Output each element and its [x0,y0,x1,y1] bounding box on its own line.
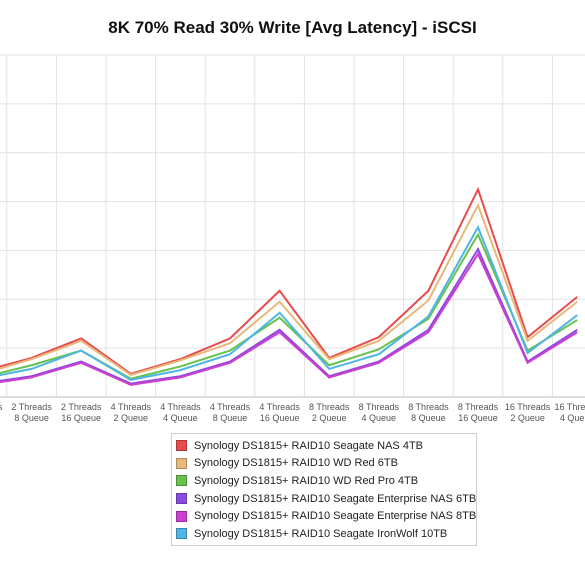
legend-label: Synology DS1815+ RAID10 Seagate Enterpri… [194,510,477,523]
x-tick-label: 4 Threads 16 Queue [259,402,300,423]
legend-label: Synology DS1815+ RAID10 WD Red Pro 4TB [194,474,419,487]
x-tick-label: 4 Threads 4 Queue [160,402,201,423]
x-tick-label: 8 Threads 2 Queue [309,402,350,423]
legend-swatch [176,510,187,522]
legend-label: Synology DS1815+ RAID10 Seagate Enterpri… [194,492,477,505]
legend-item[interactable]: Synology DS1815+ RAID10 Seagate IronWolf… [176,525,476,543]
legend-swatch [176,440,187,452]
legend-item[interactable]: Synology DS1815+ RAID10 WD Red Pro 4TB [176,472,476,490]
legend-swatch [176,457,187,469]
x-tick-label: 2 Threads 8 Queue [11,402,52,423]
series-line [0,202,578,377]
legend-swatch [176,528,187,540]
legend-label: Synology DS1815+ RAID10 Seagate IronWolf… [194,527,448,540]
x-tick-label: 8 Threads 8 Queue [408,402,449,423]
legend-swatch [176,493,187,505]
chart-series [0,186,578,386]
x-tick-label: 8 Threads 4 Queue [359,402,400,423]
series-line [0,247,578,385]
x-tick-label: 2 Threads 16 Queue [61,402,102,423]
x-tick-label: 4 Threads 8 Queue [210,402,251,423]
series-line [0,186,578,375]
legend-item[interactable]: Synology DS1815+ RAID10 Seagate Enterpri… [176,507,476,525]
chart-title: 8K 70% Read 30% Write [Avg Latency] - iS… [108,18,477,37]
series-line [0,232,578,380]
legend-label: Synology DS1815+ RAID10 WD Red 6TB [194,457,398,470]
series-line [0,224,578,381]
legend-item[interactable]: Synology DS1815+ RAID10 Seagate Enterpri… [176,490,476,508]
legend-swatch [176,475,187,487]
legend-item[interactable]: Synology DS1815+ RAID10 WD Red 6TB [176,455,476,473]
legend-label: Synology DS1815+ RAID10 Seagate NAS 4TB [194,439,423,452]
chart-legend: Synology DS1815+ RAID10 Seagate NAS 4TB S… [171,433,477,546]
x-tick-label: 16 Threads 2 Queue [505,402,551,423]
chart-gridlines [0,54,585,398]
x-tick-label: 8 Threads 16 Queue [458,402,499,423]
series-line [0,251,578,386]
legend-item[interactable]: Synology DS1815+ RAID10 Seagate NAS 4TB [176,437,476,455]
x-tick-label: 4 Threads 2 Queue [111,402,152,423]
